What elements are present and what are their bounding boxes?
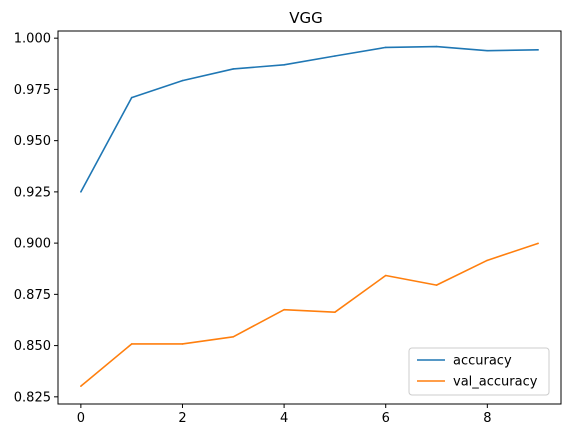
data-point-accuracy — [181, 79, 184, 82]
y-tick-label: 1.000 — [14, 32, 51, 47]
data-point-val_accuracy — [80, 385, 82, 387]
x-tick-label: 8 — [483, 411, 491, 426]
series-line-val_accuracy — [80, 242, 539, 387]
x-tick-label: 4 — [280, 411, 288, 426]
x-tick-label: 6 — [382, 411, 390, 426]
legend-label: val_accuracy — [453, 375, 538, 390]
data-point-val_accuracy — [181, 343, 184, 345]
series-line-accuracy — [80, 45, 539, 193]
data-point-accuracy — [283, 64, 285, 66]
y-tick-label: 0.975 — [14, 83, 51, 98]
chart-title: VGG — [289, 9, 323, 27]
x-tick-label: 2 — [178, 411, 186, 426]
data-point-accuracy — [130, 96, 133, 99]
y-tick-label: 0.950 — [14, 134, 51, 149]
data-point-accuracy — [435, 45, 438, 48]
data-point-accuracy — [384, 46, 387, 49]
data-point-val_accuracy — [537, 242, 539, 245]
data-point-val_accuracy — [384, 274, 387, 277]
data-point-val_accuracy — [232, 335, 235, 338]
x-tick-label: 0 — [77, 411, 85, 426]
plot-area: 0.825 0.850 0.875 0.900 0.925 0.950 0.975 1.000… — [14, 30, 562, 426]
data-point-accuracy — [537, 49, 539, 51]
y-tick-label: 0.850 — [14, 339, 51, 354]
y-tick-label: 0.825 — [14, 390, 51, 405]
plot-frame — [57, 30, 562, 405]
y-tick-label: 0.875 — [14, 288, 51, 303]
y-tick-label: 0.925 — [14, 185, 51, 200]
legend-label: accuracy — [453, 354, 512, 369]
y-tick-label: 0.900 — [14, 237, 51, 252]
data-point-val_accuracy — [334, 311, 336, 313]
data-point-accuracy — [486, 49, 489, 52]
data-point-val_accuracy — [130, 343, 133, 345]
legend: accuracy val_accuracy — [408, 347, 550, 396]
data-point-val_accuracy — [435, 284, 438, 286]
data-point-accuracy — [334, 55, 336, 57]
data-point-accuracy — [232, 68, 235, 70]
data-point-val_accuracy — [486, 259, 489, 262]
series-layer — [80, 45, 539, 387]
data-point-accuracy — [80, 191, 82, 193]
data-point-val_accuracy — [283, 308, 285, 311]
